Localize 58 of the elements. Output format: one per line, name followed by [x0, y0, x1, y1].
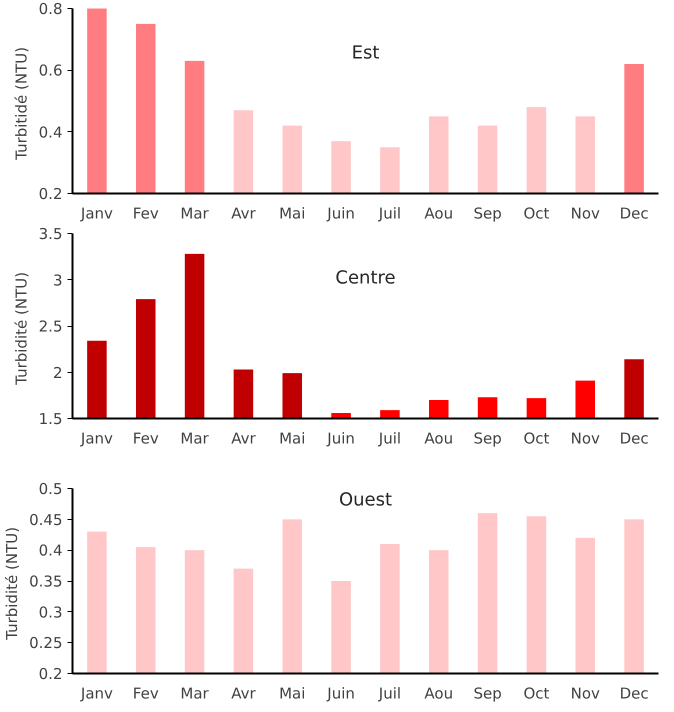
- x-tick-label: Oct: [523, 684, 550, 702]
- x-tick-label: Juil: [378, 430, 402, 448]
- y-tick-label: 0.25: [29, 634, 63, 652]
- y-tick-label: 0.2: [38, 665, 63, 683]
- y-tick-label: 0.35: [29, 572, 63, 590]
- x-tick-label: Aou: [424, 430, 454, 448]
- y-tick-label: 0.4: [38, 542, 63, 560]
- x-tick-label: Dec: [620, 430, 649, 448]
- x-tick-label: Sep: [473, 204, 502, 222]
- y-tick-label: 3: [52, 271, 63, 290]
- x-tick-label: Mar: [180, 430, 210, 448]
- x-tick-label: Mai: [279, 204, 306, 222]
- x-tick-label: Dec: [620, 204, 649, 222]
- x-tick-label: Janv: [80, 684, 114, 702]
- x-tick-label: Juil: [378, 684, 402, 702]
- y-tick-label: 0.6: [38, 62, 63, 80]
- x-tick-label: Juin: [326, 684, 355, 702]
- x-tick-label: Mar: [180, 204, 210, 222]
- x-tick-label: Nov: [570, 430, 600, 448]
- x-tick-label: Dec: [620, 684, 649, 702]
- x-tick-label: Fev: [132, 430, 159, 448]
- y-tick-label: 0.2: [38, 185, 63, 203]
- x-tick-label: Fev: [132, 684, 159, 702]
- x-tick-label: Oct: [523, 204, 550, 222]
- y-tick-label: 0.5: [38, 480, 63, 498]
- x-tick-label: Mai: [279, 430, 306, 448]
- y-tick-label: 2: [52, 364, 63, 382]
- text: Est: [352, 42, 380, 64]
- x-tick-label: Aou: [424, 684, 454, 702]
- x-tick-label: Mar: [180, 684, 210, 702]
- x-tick-label: Fev: [132, 204, 159, 222]
- y-tick-label: 3.5: [38, 225, 63, 243]
- y-tick-label: 1.5: [38, 410, 63, 428]
- x-tick-label: Janv: [80, 204, 114, 222]
- x-tick-label: Avr: [231, 204, 256, 222]
- x-tick-label: Juil: [378, 204, 402, 222]
- text: Centre: [335, 268, 396, 288]
- x-tick-label: Juin: [326, 430, 355, 448]
- x-tick-label: Nov: [570, 684, 600, 702]
- x-tick-label: Aou: [424, 204, 454, 222]
- chart-title: Ouest: [338, 490, 392, 510]
- x-tick-label: Avr: [231, 684, 256, 702]
- x-tick-label: Oct: [523, 430, 550, 448]
- x-tick-label: Juin: [326, 204, 355, 222]
- x-tick-label: Sep: [473, 684, 502, 702]
- x-tick-label: Mai: [279, 684, 306, 702]
- y-axis-title: Turbitidé (NTU): [12, 46, 31, 161]
- y-tick-label: 2.5: [38, 318, 63, 336]
- y-axis-title: Turbidité (NTU): [12, 272, 31, 386]
- y-axis-title: Turbidité (NTU): [3, 526, 22, 641]
- y-tick-label: 0.8: [38, 0, 63, 18]
- y-tick-label: 0.45: [29, 510, 63, 529]
- x-tick-label: Janv: [80, 430, 114, 448]
- y-tick-label: 0.4: [38, 123, 63, 142]
- x-tick-label: Nov: [570, 204, 600, 222]
- x-tick-label: Avr: [231, 430, 256, 448]
- x-tick-label: Sep: [473, 430, 502, 448]
- y-tick-label: 0.3: [38, 603, 63, 622]
